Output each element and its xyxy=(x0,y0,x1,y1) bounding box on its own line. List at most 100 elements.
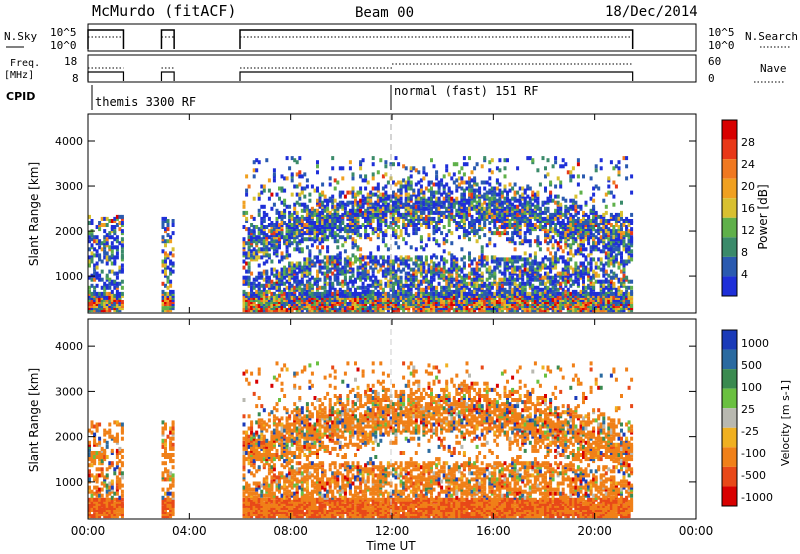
power-cell xyxy=(599,304,603,308)
power-cell xyxy=(462,192,466,197)
power-cell xyxy=(290,178,294,183)
power-cell xyxy=(521,306,525,311)
power-cell xyxy=(98,253,102,258)
power-cell xyxy=(308,237,312,242)
power-cell xyxy=(267,281,271,286)
power-cell xyxy=(313,281,317,286)
power-cell xyxy=(108,231,112,236)
power-cell xyxy=(364,186,368,191)
power-cell xyxy=(283,188,287,193)
power-cell xyxy=(574,204,578,209)
power-cell xyxy=(354,259,357,264)
power-cell xyxy=(369,198,373,203)
power-cell xyxy=(376,219,380,223)
power-cell xyxy=(386,291,390,296)
power-cell xyxy=(576,216,580,221)
power-cell xyxy=(93,235,97,240)
power-cell xyxy=(252,281,256,286)
power-cell xyxy=(90,237,94,242)
power-cell xyxy=(455,306,459,311)
power-cell xyxy=(450,257,454,262)
power-cell xyxy=(397,180,401,185)
power-cell xyxy=(442,306,446,311)
power-cell xyxy=(394,255,398,260)
power-cell xyxy=(435,174,439,179)
power-cell xyxy=(321,229,325,234)
power-cell xyxy=(465,306,469,311)
power-cell xyxy=(554,251,558,256)
power-cell xyxy=(381,237,385,242)
power-cell xyxy=(483,306,487,311)
power-cell xyxy=(354,239,357,244)
power-cell xyxy=(506,210,509,215)
power-cell xyxy=(424,214,428,219)
power-cell xyxy=(379,196,383,201)
power-cell xyxy=(526,298,530,302)
power-cell xyxy=(285,267,289,272)
power-cell xyxy=(257,298,261,302)
power-cell xyxy=(414,291,418,296)
power-cell xyxy=(392,259,395,264)
power-cell xyxy=(430,255,433,260)
power-cell xyxy=(374,255,378,260)
power-cell xyxy=(166,253,170,258)
power-cell xyxy=(508,285,512,290)
power-cell xyxy=(468,251,471,256)
power-cell xyxy=(351,176,355,181)
power-cell xyxy=(270,221,274,225)
power-cell xyxy=(480,180,484,185)
power-cell xyxy=(528,291,532,296)
power-cell xyxy=(594,229,598,234)
power-cell xyxy=(559,281,563,286)
power-cell xyxy=(544,281,547,286)
power-cell xyxy=(399,298,403,302)
power-cell xyxy=(295,241,299,246)
power-cell xyxy=(490,291,494,296)
power-cell xyxy=(113,255,117,260)
power-cell xyxy=(447,306,451,311)
power-cell xyxy=(442,269,446,274)
power-cell xyxy=(310,227,314,232)
power-cell xyxy=(331,227,335,232)
power-cell xyxy=(503,196,507,201)
power-cell xyxy=(533,251,537,256)
power-cell xyxy=(115,304,119,308)
power-cell xyxy=(270,279,274,284)
power-cell xyxy=(457,235,461,240)
power-cell xyxy=(554,184,558,189)
power-cell xyxy=(561,158,565,163)
power-cell xyxy=(475,194,479,199)
power-cell xyxy=(437,243,441,248)
power-cell xyxy=(465,210,469,215)
power-cell xyxy=(457,289,461,294)
power-cell xyxy=(417,180,421,185)
power-cell xyxy=(493,265,497,270)
power-cell xyxy=(285,176,289,181)
noise-tick-bottom: 10^0 xyxy=(50,39,77,52)
power-cell xyxy=(569,212,573,217)
power-cell xyxy=(518,219,522,223)
power-cell xyxy=(361,204,365,209)
power-cell xyxy=(546,158,550,163)
power-cell xyxy=(250,298,254,302)
power-cell xyxy=(262,277,266,282)
power-cell xyxy=(115,289,119,294)
power-cell xyxy=(308,267,312,272)
power-cell xyxy=(407,196,411,201)
power-cell xyxy=(283,265,287,270)
power-cell xyxy=(579,261,583,266)
power-cell xyxy=(589,251,593,256)
power-cell xyxy=(164,298,167,302)
power-cell xyxy=(323,285,327,290)
power-cell xyxy=(465,291,469,296)
power-cell xyxy=(561,306,565,311)
power-cell xyxy=(384,304,388,308)
power-cell xyxy=(503,229,507,234)
power-cell xyxy=(495,300,499,304)
power-cell xyxy=(599,227,603,232)
power-cell xyxy=(321,291,325,296)
power-cell xyxy=(105,241,109,246)
power-cell xyxy=(252,251,256,256)
power-cell xyxy=(316,291,319,296)
power-cell xyxy=(561,287,565,292)
